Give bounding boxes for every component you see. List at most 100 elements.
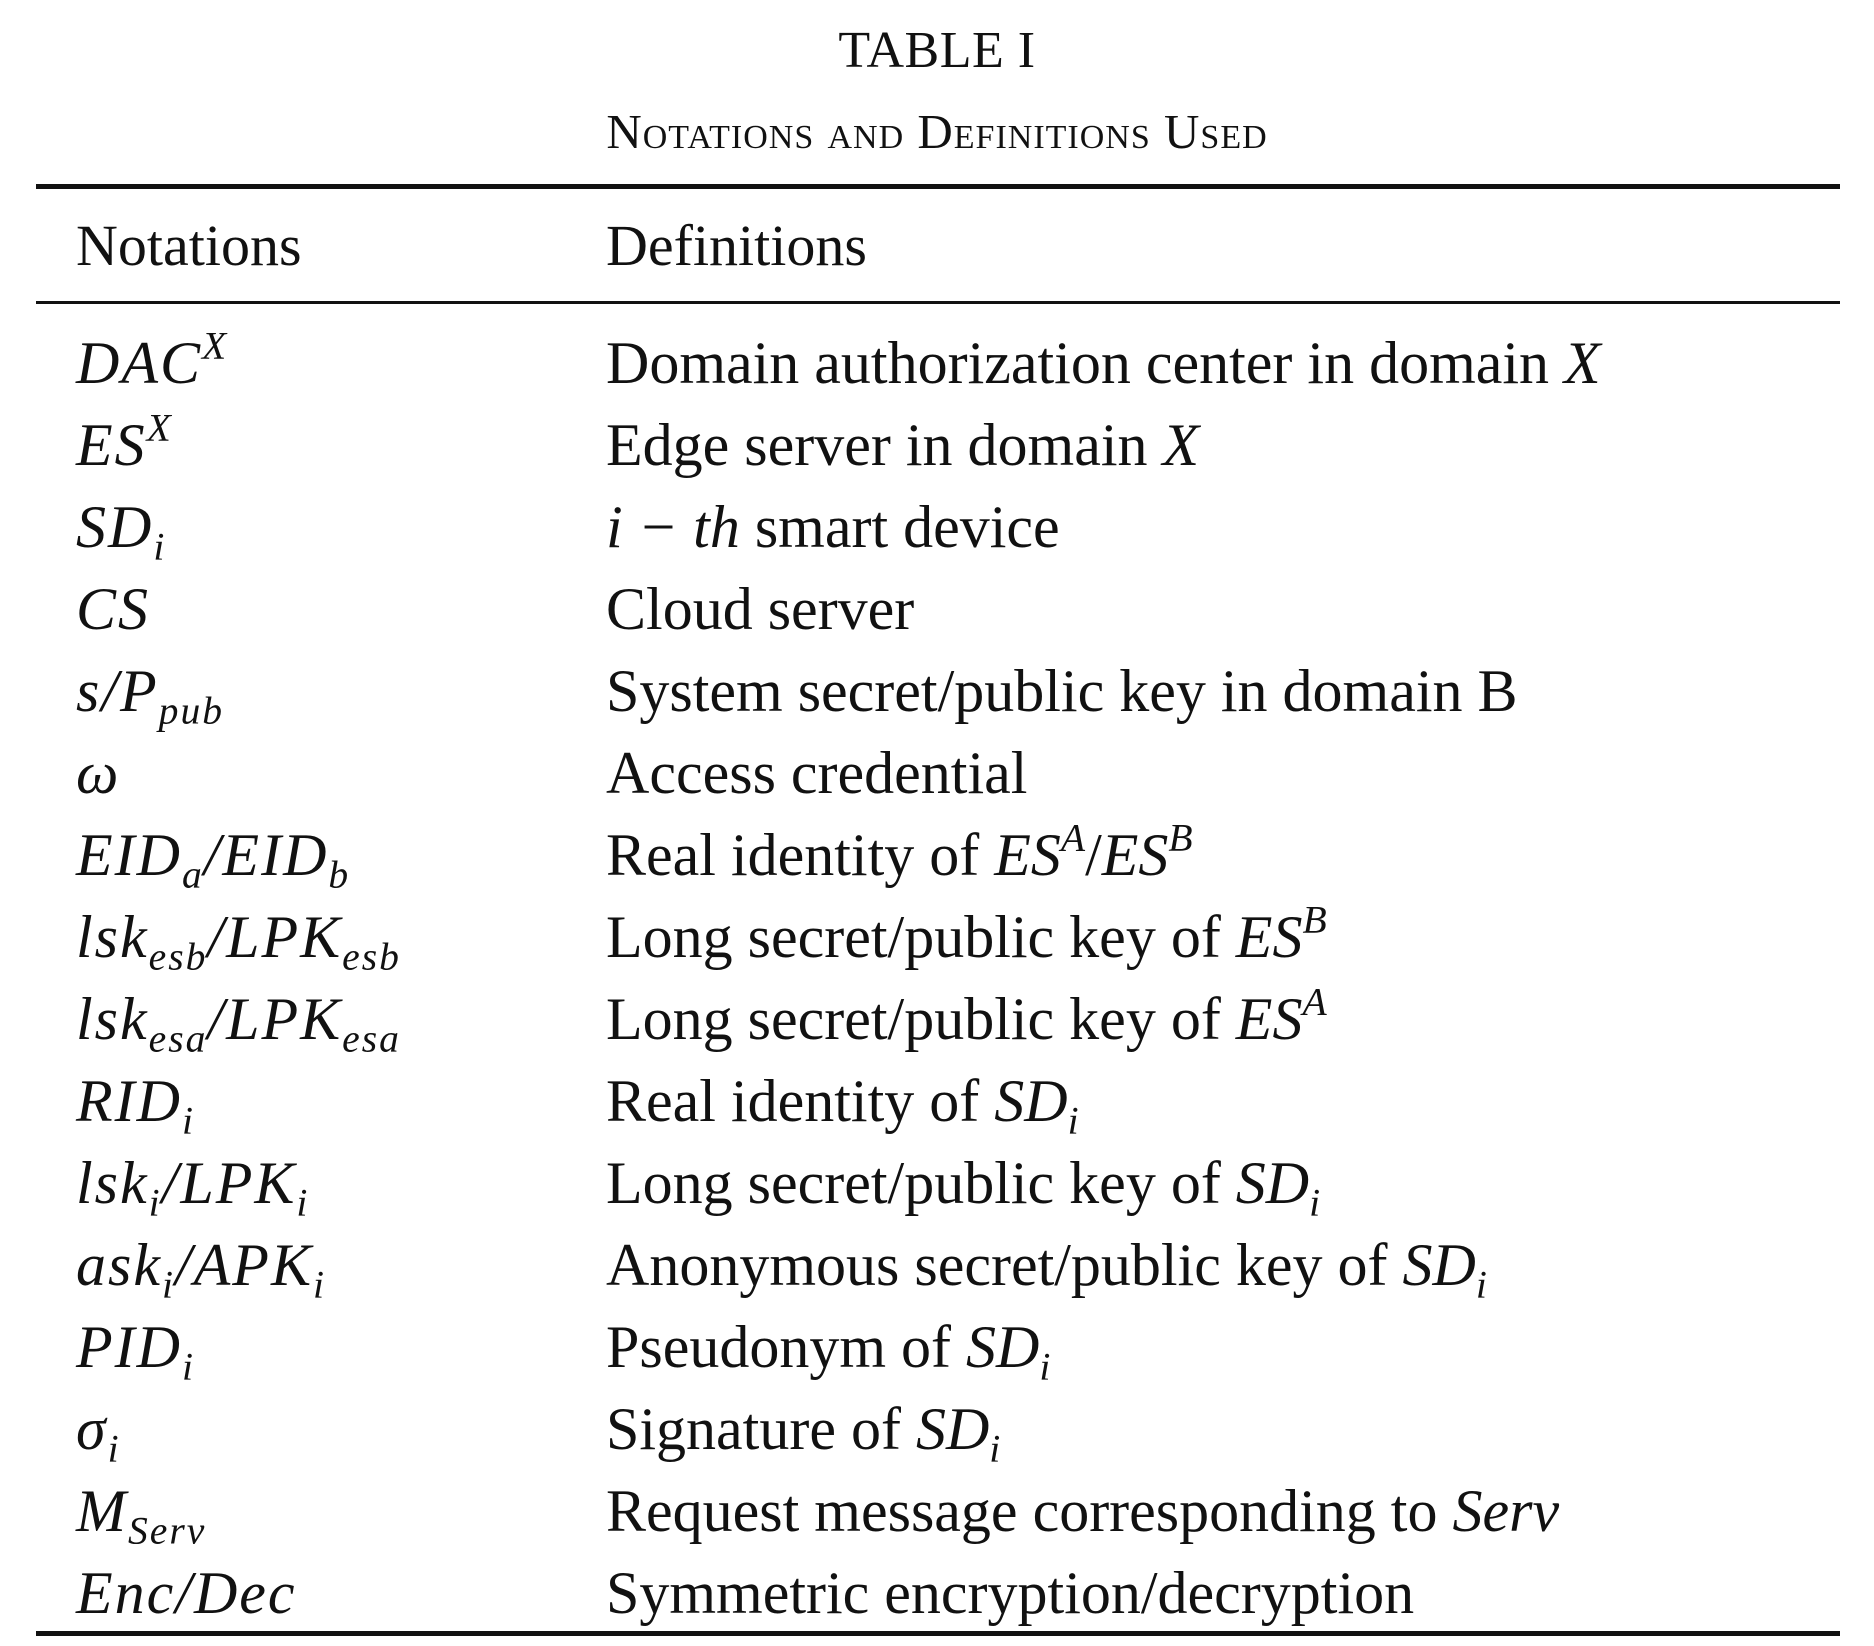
definition-seg: SD <box>994 1068 1068 1134</box>
definition-seg: ES <box>1235 986 1303 1052</box>
table-row: Enc/Dec Symmetric encryption/decryption <box>0 1552 1874 1634</box>
notation-seg: i <box>153 524 167 569</box>
table-row: MServ Request message corresponding to Se… <box>0 1470 1874 1552</box>
notation-seg: CS <box>76 576 151 642</box>
notation-seg: /LPK <box>207 986 343 1052</box>
notation-seg: EID <box>76 822 182 888</box>
notation-seg: σ <box>76 1396 108 1462</box>
table-row: RIDi Real identity of SDi <box>0 1060 1874 1142</box>
definition-seg: ES <box>1235 904 1303 970</box>
notation-seg: X <box>202 323 229 368</box>
definition-seg: i <box>1475 1262 1487 1307</box>
notation-seg: RID <box>76 1068 182 1134</box>
definition-cell: Anonymous secret/public key of SDi <box>606 1224 1487 1306</box>
definition-seg: A <box>1302 979 1327 1024</box>
notation-cell: CS <box>76 568 150 650</box>
notation-seg: pub <box>158 688 225 733</box>
definition-cell: Symmetric encryption/decryption <box>606 1552 1414 1634</box>
notation-seg: PID <box>76 1314 182 1380</box>
table-row: s/Ppub System secret/public key in domain… <box>0 650 1874 732</box>
notation-seg: /APK <box>174 1232 313 1298</box>
notation-seg: DAC <box>76 330 202 396</box>
table-row: ω Access credential <box>0 732 1874 814</box>
definition-seg: ES <box>994 822 1061 888</box>
table-row: aski/APKi Anonymous secret/public key of … <box>0 1224 1874 1306</box>
definition-cell: Request message corresponding to Serv <box>606 1470 1559 1552</box>
definition-cell: System secret/public key in domain B <box>606 650 1518 732</box>
notation-seg: esb <box>342 934 401 979</box>
table-row: σi Signature of SDi <box>0 1388 1874 1470</box>
definition-seg: Long secret/public key of <box>606 904 1236 970</box>
notation-seg: /LPK <box>207 904 343 970</box>
notation-seg: i <box>148 1180 162 1225</box>
notation-seg: lsk <box>76 986 149 1052</box>
definition-seg: i <box>1039 1344 1051 1389</box>
definition-cell: Signature of SDi <box>606 1388 1000 1470</box>
table-row: CS Cloud server <box>0 568 1874 650</box>
definition-seg: Long secret/public key of <box>606 986 1236 1052</box>
notation-cell: aski/APKi <box>76 1224 326 1306</box>
definition-seg: B <box>1302 897 1327 942</box>
notation-cell: lski/LPKi <box>76 1142 309 1224</box>
notation-seg: ES <box>76 412 147 478</box>
notation-seg: ask <box>76 1232 162 1298</box>
table-row: lskesb/LPKesb Long secret/public key of E… <box>0 896 1874 978</box>
notation-seg: /EID <box>203 822 329 888</box>
notation-seg: lsk <box>76 904 149 970</box>
notation-seg: b <box>328 852 351 897</box>
notation-seg: i <box>107 1426 121 1471</box>
definition-seg: Long secret/public key of <box>606 1150 1236 1216</box>
table-header-rule <box>36 301 1840 304</box>
notation-cell: ω <box>76 732 120 814</box>
notation-seg: X <box>146 405 173 450</box>
notation-seg: esb <box>148 934 208 979</box>
notation-seg: s/P <box>76 658 159 724</box>
definition-seg: Symmetric encryption/decryption <box>606 1560 1415 1626</box>
header-notations: Notations <box>76 213 302 278</box>
table-bottom-rule <box>36 1631 1840 1636</box>
definition-seg: X <box>1564 330 1601 396</box>
table-body: DACX Domain authorization center in domai… <box>0 322 1874 1634</box>
definition-seg: / <box>1085 822 1102 888</box>
table-row: lskesa/LPKesa Long secret/public key of E… <box>0 978 1874 1060</box>
header-definitions: Definitions <box>606 213 867 278</box>
definition-seg: Pseudonym of <box>606 1314 966 1380</box>
definition-seg: i − th <box>606 494 740 560</box>
notation-cell: ESX <box>76 404 173 486</box>
table-top-rule <box>36 184 1840 189</box>
table-row: EIDa/EIDb Real identity of ESA/ESB <box>0 814 1874 896</box>
notation-cell: σi <box>76 1388 121 1470</box>
definition-seg: SD <box>915 1396 990 1462</box>
notation-cell: Enc/Dec <box>76 1552 297 1634</box>
definition-cell: Long secret/public key of ESA <box>606 978 1327 1060</box>
notation-seg: /LPK <box>161 1150 297 1216</box>
table-row: ESX Edge server in domain X <box>0 404 1874 486</box>
definition-seg: Real identity of <box>606 822 995 888</box>
definition-cell: Pseudonym of SDi <box>606 1306 1050 1388</box>
definition-cell: Cloud server <box>606 568 914 650</box>
definition-cell: Real identity of ESA/ESB <box>606 814 1193 896</box>
notation-cell: RIDi <box>76 1060 195 1142</box>
definition-seg: i <box>1309 1180 1321 1225</box>
table-row: DACX Domain authorization center in domai… <box>0 322 1874 404</box>
definition-seg: B <box>1168 815 1193 860</box>
definition-seg: Serv <box>1452 1478 1560 1544</box>
notation-cell: PIDi <box>76 1306 195 1388</box>
table-header-row: Notations Definitions <box>0 205 1874 287</box>
definition-seg: i <box>989 1426 1001 1471</box>
definition-seg: SD <box>966 1314 1040 1380</box>
definition-seg: Access credential <box>606 740 1028 806</box>
notation-seg: esa <box>148 1016 208 1061</box>
definition-cell: Domain authorization center in domain X <box>606 322 1601 404</box>
definition-seg: SD <box>1402 1232 1476 1298</box>
definition-seg: System secret/public key in domain B <box>606 658 1518 724</box>
table-label: TABLE I <box>838 22 1036 79</box>
notation-seg: i <box>181 1344 195 1389</box>
definition-seg: smart device <box>739 494 1060 560</box>
notation-seg: Serv <box>127 1508 207 1553</box>
table-row: PIDi Pseudonym of SDi <box>0 1306 1874 1388</box>
definition-seg: Anonymous secret/public key of <box>606 1232 1403 1298</box>
definition-seg: SD <box>1235 1150 1310 1216</box>
notation-seg: i <box>296 1180 310 1225</box>
